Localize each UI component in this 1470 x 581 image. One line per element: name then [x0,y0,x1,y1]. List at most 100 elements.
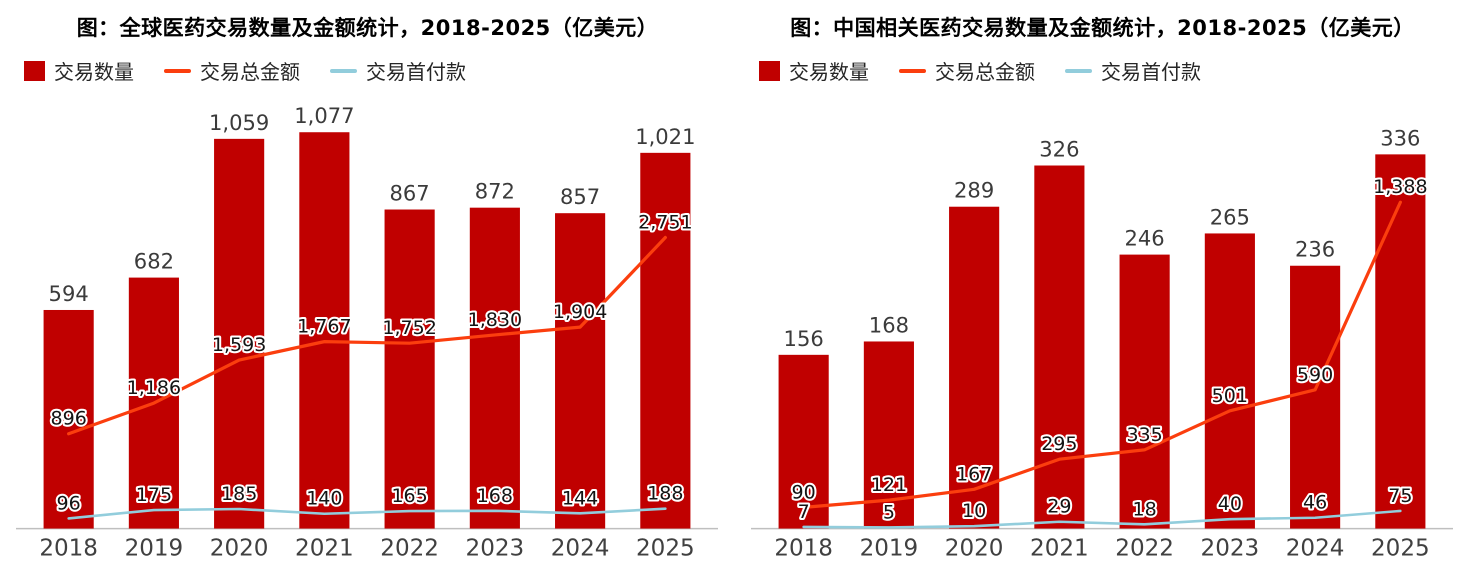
x-axis-label: 2024 [1286,536,1345,562]
line-value-label: 18 [1132,498,1156,520]
bar-value-label: 168 [869,312,909,337]
legend-swatch-total-line [164,68,191,73]
line-value-label: 167 [956,463,992,485]
line-value-label: 896 [50,408,86,430]
line-value-label: 1,752 [382,317,437,339]
bar [214,138,265,529]
bar-value-label: 1,077 [294,103,354,128]
chart-title: 图：中国相关医药交易数量及金额统计，2018-2025（亿美元） [790,16,1415,40]
line-value-label: 75 [1388,485,1412,507]
line-value-label: 1,388 [1373,176,1428,198]
bar-value-label: 594 [49,281,89,306]
bar [1119,254,1170,529]
x-axis-label: 2018 [774,536,833,562]
legend-item-deal-count: 交易数量 [759,56,869,85]
bar-value-label: 1,021 [635,124,695,149]
legend-label: 交易首付款 [1101,60,1201,84]
line-value-label: 1,186 [127,377,182,399]
x-axis-label: 2022 [380,536,439,562]
line-value-label: 96 [57,492,81,514]
line-value-label: 144 [562,487,598,509]
line-value-label: 1,767 [297,316,352,338]
line-value-label: 1,593 [212,334,267,356]
line-value-label: 165 [391,485,427,507]
line-value-label: 29 [1047,496,1071,518]
legend-label: 交易首付款 [366,60,466,84]
line-value-label: 2,751 [638,211,693,233]
x-axis-label: 2023 [466,536,525,562]
x-axis-label: 2024 [551,536,610,562]
x-axis-label: 2023 [1201,536,1260,562]
bar-value-label: 289 [954,178,994,203]
bar [555,213,606,529]
line-value-label: 140 [306,488,342,510]
x-axis-label: 2019 [125,536,184,562]
bar [640,152,691,529]
line-value-label: 185 [221,483,257,505]
legend-item-upfront: 交易首付款 [330,56,466,85]
x-axis-label: 2025 [636,536,695,562]
bar [1290,265,1341,529]
legend: 交易数量 交易总金额 交易首付款 [759,56,1454,85]
bar-value-label: 867 [390,180,430,205]
bar [299,132,350,529]
upfront-payment-line [67,507,667,520]
bar-value-label: 156 [784,326,824,351]
bar-value-label: 246 [1125,226,1165,251]
legend-swatch-bar [759,60,780,81]
bar-value-label: 1,059 [209,110,269,135]
legend-item-upfront: 交易首付款 [1065,56,1201,85]
line-value-label: 168 [477,485,513,507]
line-value-label: 295 [1041,433,1077,455]
legend-swatch-total-line [899,68,926,73]
legend-label: 交易数量 [789,60,869,84]
x-axis-label: 2018 [39,536,98,562]
total-value-line [67,235,667,436]
legend-swatch-bar [24,60,45,81]
bar-value-label: 326 [1039,136,1079,161]
line-value-label: 7 [798,501,810,523]
line-value-label: 5 [883,501,895,523]
chart-panel-china: 图：中国相关医药交易数量及金额统计，2018-2025（亿美元） 交易数量 交易… [735,0,1470,581]
legend-label: 交易数量 [54,60,134,84]
bar [1375,154,1426,529]
line-value-label: 590 [1297,364,1333,386]
line-value-label: 90 [792,481,816,503]
line-value-label: 46 [1303,492,1327,514]
legend-item-deal-count: 交易数量 [24,56,134,85]
bar-value-label: 872 [475,179,515,204]
line-value-label: 501 [1212,385,1248,407]
legend-label: 交易总金额 [200,60,300,84]
line-value-label: 335 [1126,424,1162,446]
bar [43,309,94,529]
legend-item-total-value: 交易总金额 [899,56,1035,85]
x-axis-label: 2020 [945,536,1004,562]
line-value-label: 188 [647,483,683,505]
chart-title: 图：全球医药交易数量及金额统计，2018-2025（亿美元） [76,16,659,40]
line-value-label: 1,830 [468,309,523,331]
x-axis-label: 2021 [295,536,354,562]
bar [384,209,435,529]
chart-panel-global: 图：全球医药交易数量及金额统计，2018-2025（亿美元） 交易数量 交易总金… [16,16,718,562]
bar [469,207,520,529]
bar-value-label: 265 [1210,204,1250,229]
legend-swatch-upfront-line [330,68,357,73]
bar [1204,233,1255,529]
line-value-label: 121 [871,474,907,496]
bar [1034,165,1085,529]
legend-swatch-upfront-line [1065,68,1092,73]
bar [949,206,1000,529]
bar-line-chart-global: 594 682 1,059 1,077 867 872 857 1,021 896 1,186 1,… [16,103,718,562]
bar-value-label: 682 [134,249,174,274]
upfront-payment-line [802,509,1402,529]
legend-label: 交易总金额 [935,60,1035,84]
x-axis-label: 2019 [860,536,919,562]
x-axis-label: 2022 [1115,536,1174,562]
line-value-label: 40 [1218,493,1242,515]
x-axis-label: 2020 [210,536,269,562]
line-value-label: 175 [136,484,172,506]
line-value-label: 10 [962,500,986,522]
line-value-label: 1,904 [553,301,608,323]
x-axis-label: 2025 [1371,536,1430,562]
